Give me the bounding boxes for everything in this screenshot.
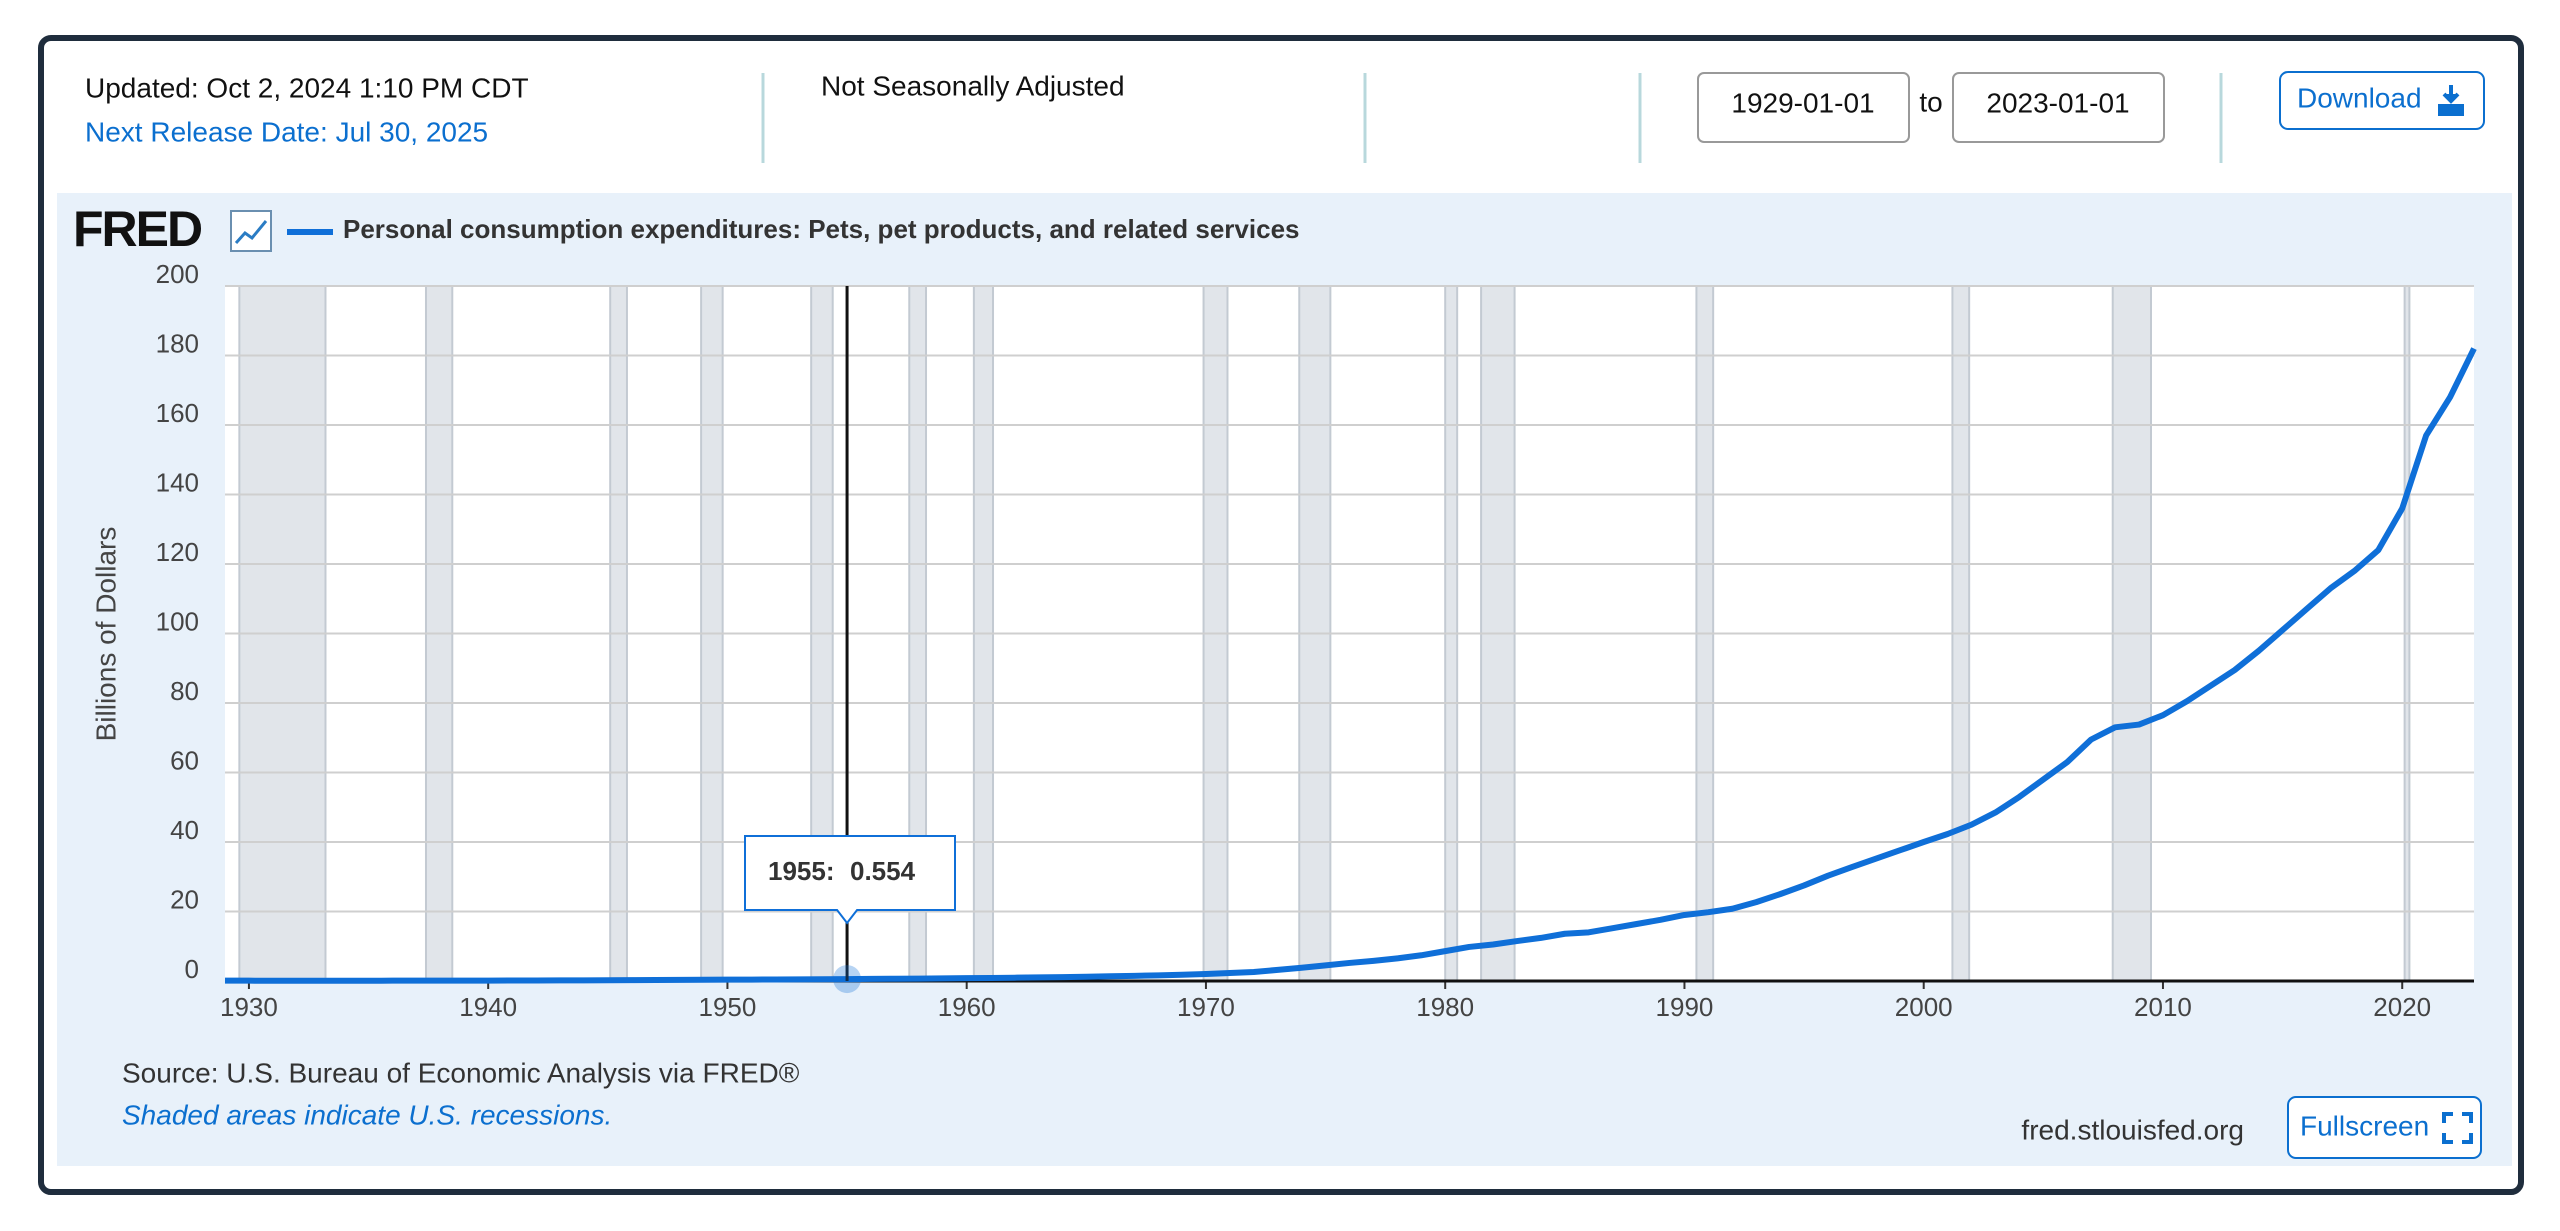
y-tick-label: 60 [170,745,199,775]
start-date: 1929-01-01 [1731,87,1874,118]
site: fred.stlouisfed.org [2021,1114,2244,1145]
x-tick-label: 2000 [1895,992,1953,1022]
tooltip-label: 1955: [768,856,835,886]
y-tick-label: 100 [156,606,199,636]
y-tick-label: 200 [156,259,199,289]
updated: Updated: Oct 2, 2024 1:10 PM CDT [85,72,529,103]
recession-note: Shaded areas indicate U.S. recessions. [122,1099,612,1130]
y-tick-label: 0 [185,954,199,984]
x-tick-label: 1980 [1416,992,1474,1022]
x-tick-label: 2010 [2134,992,2192,1022]
logo-icon [230,210,272,252]
download-label: Download [2297,82,2422,113]
adjustment: Not Seasonally Adjusted [821,70,1125,101]
y-tick-label: 20 [170,884,199,914]
x-tick-label: 1990 [1656,992,1714,1022]
tooltip: 1955: 0.554 [744,835,956,925]
logo-icon-line [234,220,268,245]
download-button[interactable] [2279,71,2485,130]
end-date: 2023-01-01 [1986,87,2129,118]
y-tick-label: 160 [156,398,199,428]
x-tick-label: 1970 [1177,992,1235,1022]
end-date-input[interactable] [1952,72,2165,143]
fullscreen-icon [2442,1112,2473,1144]
legend-label: Personal consumption expenditures: Pets,… [343,214,1300,244]
download-icon [2438,85,2464,116]
series-line [224,347,2477,984]
y-tick-label: 180 [156,328,199,358]
y-tick-label: 120 [156,537,199,567]
logo: FRED [73,201,202,257]
x-tick-label: 1960 [938,992,996,1022]
tooltip-value: 0.554 [850,856,916,886]
tooltip-box [744,835,956,925]
y-tick-label: 40 [170,815,199,845]
x-tick-label: 2020 [2373,992,2431,1022]
x-tick-label: 1940 [459,992,517,1022]
fullscreen-label: Fullscreen [2300,1110,2429,1141]
plot: 0 20 40 60 80 100 120 140 160 180 200 1930 1940 1950 1… [156,259,2477,1022]
start-date-input[interactable] [1697,72,1910,143]
y-axis-label: Billions of Dollars [90,527,121,742]
dividers [761,73,2223,163]
fullscreen-button[interactable] [2287,1096,2482,1159]
hover-point [833,965,862,994]
to: to [1919,86,1942,117]
source: Source: U.S. Bureau of Economic Analysis… [122,1057,800,1088]
x-tick-label: 1950 [699,992,757,1022]
y-tick-label: 140 [156,467,199,497]
x-tick-label: 1930 [220,992,278,1022]
next-release[interactable]: Next Release Date: Jul 30, 2025 [85,116,488,147]
y-tick-label: 80 [170,676,199,706]
